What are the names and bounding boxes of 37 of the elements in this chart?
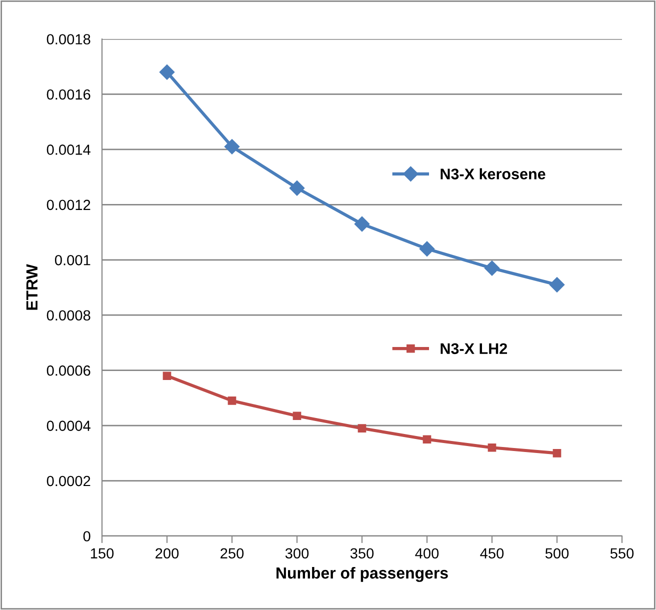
y-tick-label: 0.0012: [46, 200, 90, 210]
y-tick-label: 0.0018: [46, 34, 90, 44]
point: [488, 443, 496, 452]
point: [289, 180, 305, 196]
x-tick-label: 500: [545, 548, 569, 559]
point: [549, 277, 565, 292]
x-tick-label: 450: [480, 548, 504, 559]
y-tick-label: 0.0008: [46, 310, 90, 321]
point: [224, 139, 240, 154]
x-tick-label: 150: [90, 548, 114, 559]
point: [552, 449, 562, 458]
y-tick-label: 0.001: [54, 254, 90, 266]
point: [162, 372, 172, 380]
y-tick-label: 0.0006: [46, 365, 90, 376]
y-tick-label: 0: [83, 531, 90, 542]
x-tick-label: 550: [610, 548, 634, 559]
x-tick-label: 200: [156, 548, 179, 559]
legend-label: N3-X LH2: [440, 343, 508, 354]
x-tick-label: 250: [220, 548, 244, 559]
point: [159, 64, 175, 80]
y-tick-label: 0.0002: [46, 476, 90, 486]
point: [484, 260, 500, 276]
point: [422, 435, 432, 444]
y-tick-label: 0.0016: [46, 89, 90, 100]
point: [292, 412, 302, 420]
point: [419, 241, 435, 256]
x-axis-title: Number of passengers: [276, 566, 448, 582]
y-tick-label: 0.0014: [46, 144, 90, 155]
y-tick-label: 0.0004: [46, 420, 90, 431]
point: [354, 216, 370, 232]
y-axis-title: ETRW: [26, 264, 38, 310]
point: [358, 424, 366, 432]
point: [228, 396, 236, 405]
legend-label: N3-X kerosene: [440, 168, 546, 180]
x-tick-label: 300: [285, 548, 309, 559]
x-tick-label: 400: [415, 548, 439, 559]
x-tick-label: 350: [350, 548, 374, 559]
